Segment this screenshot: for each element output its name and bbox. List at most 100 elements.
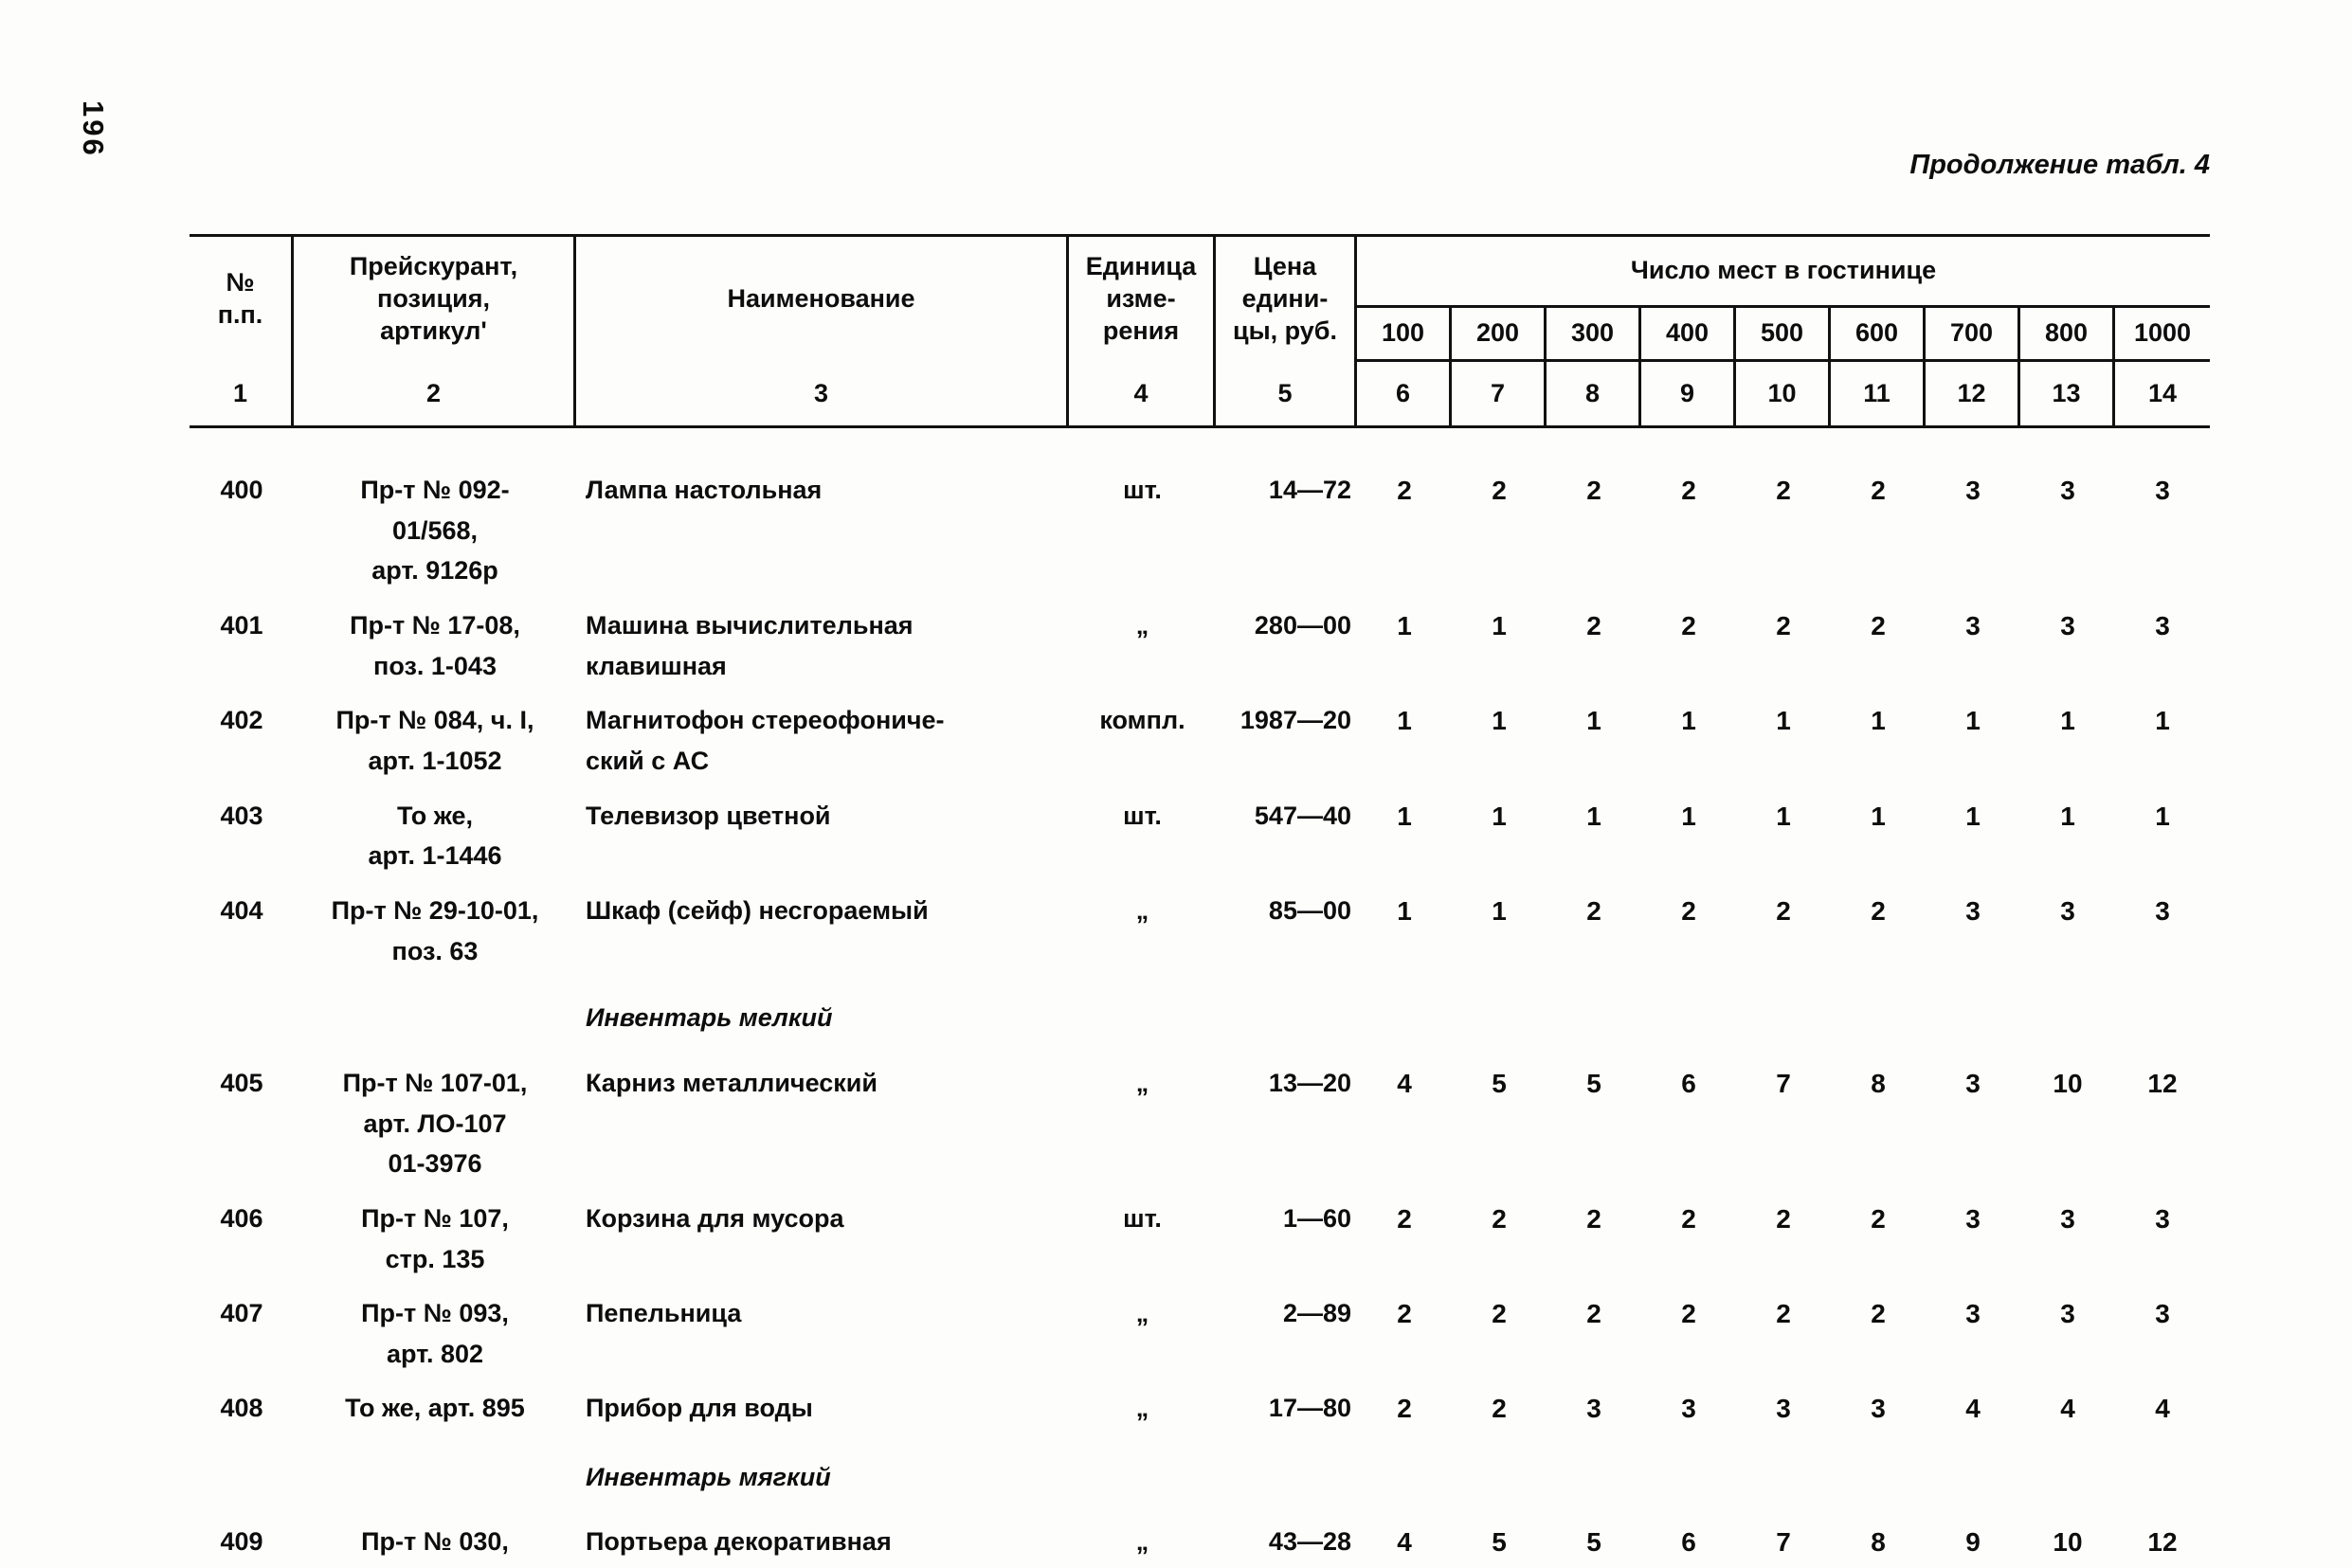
cell-price: 280—00 — [1254, 610, 1351, 640]
cell-count-700: 3 — [1965, 895, 1981, 926]
header-place-600: 600 — [1831, 308, 1926, 362]
header-index-4: 4 — [1069, 362, 1216, 425]
cell-pricelist: Пр-т № 17-08, поз. 1-043 — [350, 610, 520, 680]
cell-count-500: 3 — [1776, 1394, 1791, 1424]
header-place-500: 500 — [1736, 308, 1831, 362]
cell-count-400: 1 — [1681, 706, 1696, 736]
cell-count-100: 2 — [1397, 1203, 1412, 1234]
cell-count-700: 1 — [1965, 706, 1981, 736]
cell-count-400: 2 — [1681, 1299, 1696, 1329]
cell-count-600: 2 — [1871, 1299, 1886, 1329]
cell-num: 409 — [220, 1527, 263, 1557]
cell-price: 1987—20 — [1239, 706, 1351, 735]
cell-unit: шт. — [1123, 476, 1162, 504]
cell-count-700: 3 — [1965, 610, 1981, 640]
header-place-800: 800 — [2020, 308, 2115, 362]
section-label: Инвентарь мягкий — [586, 1462, 831, 1491]
cell-count-1000: 12 — [2147, 1527, 2178, 1558]
cell-count-500: 2 — [1776, 1299, 1791, 1329]
table-row: 400 Пр-т № 092- 01/568, арт. 9126р Лампа… — [190, 470, 2210, 591]
cell-count-800: 3 — [2060, 895, 2075, 926]
header-index-8: 8 — [1547, 362, 1641, 425]
cell-unit: „ — [1135, 1527, 1149, 1557]
cell-pricelist: Пр-т № 29-10-01, поз. 63 — [331, 895, 539, 965]
cell-count-200: 2 — [1492, 1394, 1507, 1424]
cell-count-800: 3 — [2060, 1203, 2075, 1234]
cell-count-200: 1 — [1492, 895, 1507, 926]
cell-num: 401 — [220, 610, 263, 640]
cell-count-200: 2 — [1492, 476, 1507, 505]
cell-name: Телевизор цветной — [586, 801, 831, 830]
cell-count-100: 2 — [1397, 1394, 1412, 1424]
cell-pricelist: Пр-т № 092- 01/568, арт. 9126р — [360, 476, 510, 586]
header-place-1000: 1000 — [2115, 308, 2210, 362]
header-place-200: 200 — [1452, 308, 1547, 362]
table-row: 405 Пр-т № 107-01, арт. ЛО-107 01-3976 К… — [190, 1063, 2210, 1184]
cell-count-100: 1 — [1397, 706, 1412, 736]
cell-count-700: 1 — [1965, 801, 1981, 831]
table-row: 408 То же, арт. 895 Прибор для воды „ 17… — [190, 1388, 2210, 1430]
header-index-9: 9 — [1641, 362, 1736, 425]
page-number: 196 — [77, 100, 110, 158]
cell-num: 405 — [220, 1068, 263, 1097]
cell-num: 402 — [220, 706, 263, 735]
table-body: 400 Пр-т № 092- 01/568, арт. 9126р Лампа… — [190, 428, 2210, 1568]
cell-count-200: 5 — [1492, 1068, 1507, 1098]
cell-unit: компл. — [1099, 706, 1185, 735]
cell-unit: „ — [1135, 1299, 1149, 1328]
cell-count-100: 2 — [1397, 476, 1412, 505]
table-caption: Продолжение табл. 4 — [1909, 150, 2210, 180]
cell-count-200: 2 — [1492, 1299, 1507, 1329]
cell-count-400: 2 — [1681, 476, 1696, 505]
table-row: 406 Пр-т № 107, стр. 135 Корзина для мус… — [190, 1199, 2210, 1279]
cell-count-300: 1 — [1586, 801, 1601, 831]
cell-count-400: 2 — [1681, 610, 1696, 640]
cell-name: Шкаф (сейф) несгораемый — [586, 895, 929, 925]
cell-count-1000: 3 — [2155, 1299, 2170, 1329]
header-index-13: 13 — [2020, 362, 2115, 425]
cell-pricelist: Пр-т № 084, ч. I, арт. 1-1052 — [335, 706, 534, 775]
cell-num: 400 — [220, 476, 263, 504]
cell-count-800: 10 — [2053, 1068, 2083, 1098]
cell-count-400: 6 — [1681, 1068, 1696, 1098]
cell-pricelist: Пр-т № 030, арт. 5328 — [361, 1527, 509, 1557]
header-index-5: 5 — [1216, 362, 1357, 425]
cell-count-300: 1 — [1586, 706, 1601, 736]
cell-count-200: 5 — [1492, 1527, 1507, 1558]
header-place-100: 100 — [1357, 308, 1452, 362]
cell-price: 547—40 — [1254, 801, 1351, 830]
cell-count-700: 3 — [1965, 1203, 1981, 1234]
header-index-2: 2 — [294, 362, 576, 425]
cell-count-700: 3 — [1965, 1068, 1981, 1098]
cell-price: 2—89 — [1282, 1299, 1351, 1328]
cell-pricelist: Пр-т № 093, арт. 802 — [361, 1299, 509, 1368]
header-col-num: № п.п. — [190, 237, 294, 362]
cell-count-1000: 3 — [2155, 895, 2170, 926]
cell-count-800: 3 — [2060, 610, 2075, 640]
cell-count-300: 2 — [1586, 1203, 1601, 1234]
cell-unit: шт. — [1123, 1203, 1162, 1233]
cell-count-1000: 3 — [2155, 1203, 2170, 1234]
header-index-10: 10 — [1736, 362, 1831, 425]
header-index-1: 1 — [190, 362, 294, 425]
cell-count-100: 4 — [1397, 1527, 1412, 1558]
cell-count-100: 1 — [1397, 801, 1412, 831]
cell-count-700: 9 — [1965, 1527, 1981, 1558]
cell-num: 408 — [220, 1394, 263, 1423]
cell-pricelist: Пр-т № 107-01, арт. ЛО-107 01-3976 — [342, 1068, 528, 1179]
cell-count-500: 7 — [1776, 1068, 1791, 1098]
cell-count-700: 3 — [1965, 1299, 1981, 1329]
header-index-7: 7 — [1452, 362, 1547, 425]
cell-name: Лампа настольная — [586, 476, 823, 504]
cell-name: Корзина для мусора — [586, 1203, 844, 1233]
cell-price: 1—60 — [1282, 1203, 1351, 1233]
cell-count-1000: 3 — [2155, 610, 2170, 640]
cell-count-100: 2 — [1397, 1299, 1412, 1329]
cell-price: 14—72 — [1268, 476, 1351, 504]
cell-count-400: 1 — [1681, 801, 1696, 831]
cell-price: 13—20 — [1268, 1068, 1351, 1097]
cell-name: Пепельница — [586, 1299, 742, 1328]
cell-name: Прибор для воды — [586, 1394, 813, 1423]
cell-count-600: 1 — [1871, 801, 1886, 831]
